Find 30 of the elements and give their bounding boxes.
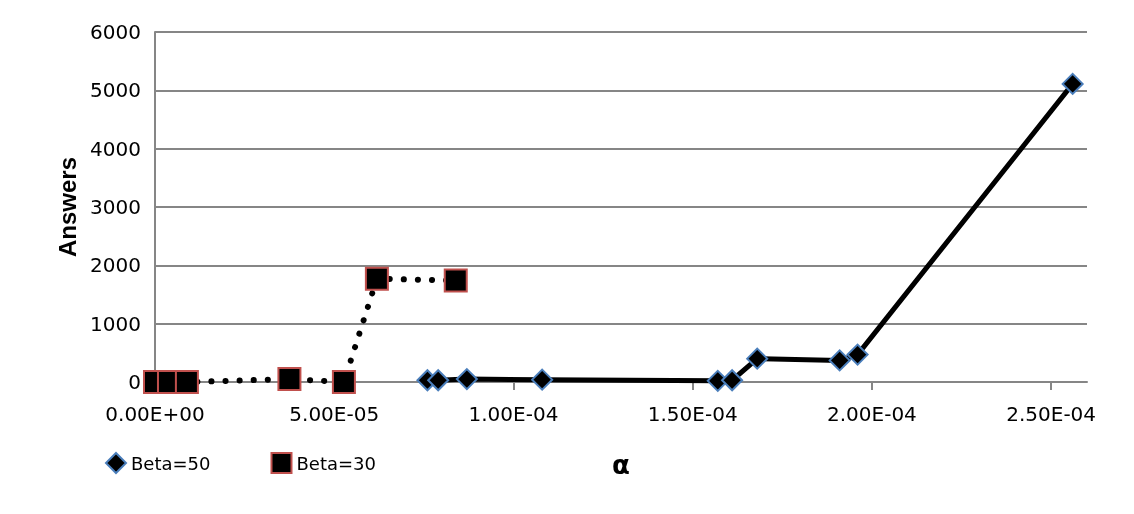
x-tick-label: 2.50E-04 [1006,402,1097,426]
x-tick-label: 5.00E-05 [289,402,380,426]
point [331,370,356,394]
y-tick-label: 1000 [90,311,141,336]
y-tick-label: 0 [128,370,141,394]
point [443,268,468,293]
x-tick-label: 1.00E-04 [468,402,559,426]
x-tick-label: 1.50E-04 [647,402,738,426]
legend-label: Beta=30 [296,452,376,474]
y-tick-label: 5000 [90,78,141,103]
legend-label: Beta=50 [131,452,211,474]
point [828,349,851,372]
point [531,368,554,391]
x-tick-label: 2.00E-04 [827,402,917,426]
point [1061,72,1084,95]
point [721,369,744,392]
point [174,370,199,394]
point [364,266,389,291]
y-axis-title: Answers [53,156,81,258]
point [455,368,478,391]
y-tick-label: 6000 [90,20,141,44]
x-tick-label: 0.00E+00 [105,402,205,426]
point [846,343,869,366]
point [277,367,302,392]
y-tick-label: 4000 [90,136,141,161]
x-axis-title: α [612,450,630,480]
point [427,369,450,392]
y-tick-label: 2000 [90,253,141,278]
y-tick-label: 3000 [90,195,141,219]
point [746,347,769,370]
